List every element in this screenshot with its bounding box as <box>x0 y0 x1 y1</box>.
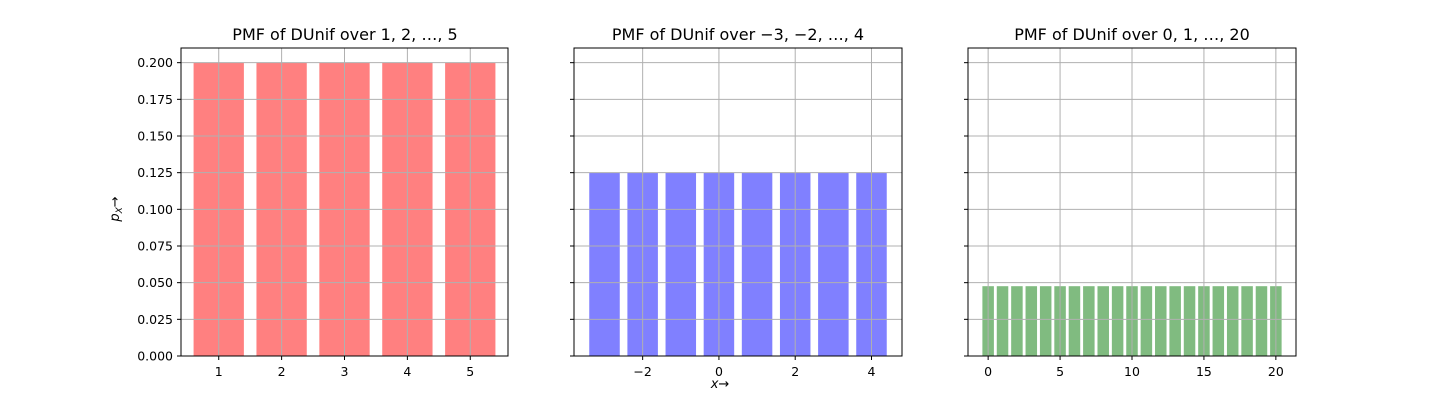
plot-area-2: −2 0 2 4 <box>570 47 903 379</box>
bar-3-16 <box>1212 286 1225 356</box>
y-tick-label-1-0: 0.000 <box>137 349 173 364</box>
bar-3-17 <box>1226 286 1239 356</box>
y-tick-label-1-8: 0.200 <box>137 55 173 70</box>
y-tick-label-1-7: 0.175 <box>137 92 173 107</box>
bar-3-18 <box>1241 286 1253 356</box>
y-axis-label: pX→ <box>108 196 125 222</box>
x-tick-label-3-1: 5 <box>1056 364 1064 379</box>
x-tick-label-1-4: 5 <box>466 364 474 379</box>
bar-3-9 <box>1111 286 1124 356</box>
x-tick-label-1-0: 1 <box>215 364 223 379</box>
bar-3-8 <box>1097 286 1109 356</box>
x-tick-label-1-1: 2 <box>278 364 286 379</box>
x-tick-label-3-3: 15 <box>1196 364 1212 379</box>
bar-3-13 <box>1169 286 1181 356</box>
bar-3-14 <box>1183 286 1196 356</box>
x-tick-label-2-2: 2 <box>791 364 799 379</box>
bar-3-4 <box>1039 286 1052 356</box>
bar-3-3 <box>1025 286 1038 356</box>
x-tick-label-1-2: 3 <box>341 364 349 379</box>
chart-panel-2: −2 0 2 4 PMF of DUnif over −3, −2, …, 4 <box>570 25 903 379</box>
bar-3-1 <box>996 286 1009 356</box>
x-tick-label-2-0: −2 <box>633 364 651 379</box>
y-tick-label-1-4: 0.100 <box>137 202 173 217</box>
bar-3-12 <box>1155 286 1167 356</box>
bar-2--1 <box>665 172 697 356</box>
y-axis-label-sub: X <box>115 206 125 214</box>
plot-area-3: 0 5 10 15 20 <box>964 47 1297 379</box>
chart-title-1: PMF of DUnif over 1, 2, …, 5 <box>232 25 457 44</box>
y-tick-label-1-3: 0.075 <box>137 239 173 254</box>
chart-panel-1: 0.000 0.025 0.050 0.075 0.100 0.125 0.150 0.175… <box>137 25 509 379</box>
y-tick-label-1-2: 0.050 <box>137 275 173 290</box>
bar-3-19 <box>1255 286 1268 356</box>
chart-title-3: PMF of DUnif over 0, 1, …, 20 <box>1014 25 1250 44</box>
x-tick-label-3-2: 10 <box>1124 364 1140 379</box>
chart-title-2: PMF of DUnif over −3, −2, …, 4 <box>612 25 864 44</box>
bar-3-11 <box>1140 286 1153 356</box>
x-tick-label-3-0: 0 <box>984 364 992 379</box>
axes-frame-2 <box>573 47 903 357</box>
plot-area-1: 0.000 0.025 0.050 0.075 0.100 0.125 0.150 0.175… <box>137 47 509 379</box>
bar-2-3 <box>818 172 849 356</box>
y-axis-label-arrow: → <box>108 196 123 207</box>
y-axis-label-main: p <box>108 213 123 222</box>
bar-2-1 <box>741 172 773 356</box>
y-tick-label-1-6: 0.150 <box>137 129 173 144</box>
x-axis-label: x→ <box>710 377 730 392</box>
x-tick-label-2-3: 4 <box>868 364 876 379</box>
chart-panel-3: 0 5 10 15 20 PMF of DUnif over 0, 1, …, 20 <box>964 25 1297 379</box>
bar-2--3 <box>589 172 620 356</box>
y-tick-label-1-5: 0.125 <box>137 165 173 180</box>
bar-3-6 <box>1068 286 1081 356</box>
x-tick-label-1-3: 4 <box>403 364 411 379</box>
bar-3-2 <box>1011 286 1023 356</box>
x-tick-label-3-4: 20 <box>1268 364 1284 379</box>
x-axis-label-arrow: → <box>718 377 729 392</box>
bar-3-7 <box>1083 286 1095 356</box>
y-tick-label-1-1: 0.025 <box>137 312 173 327</box>
x-tick-label-2-1: 0 <box>715 364 723 379</box>
x-axis-label-main: x <box>710 377 719 392</box>
